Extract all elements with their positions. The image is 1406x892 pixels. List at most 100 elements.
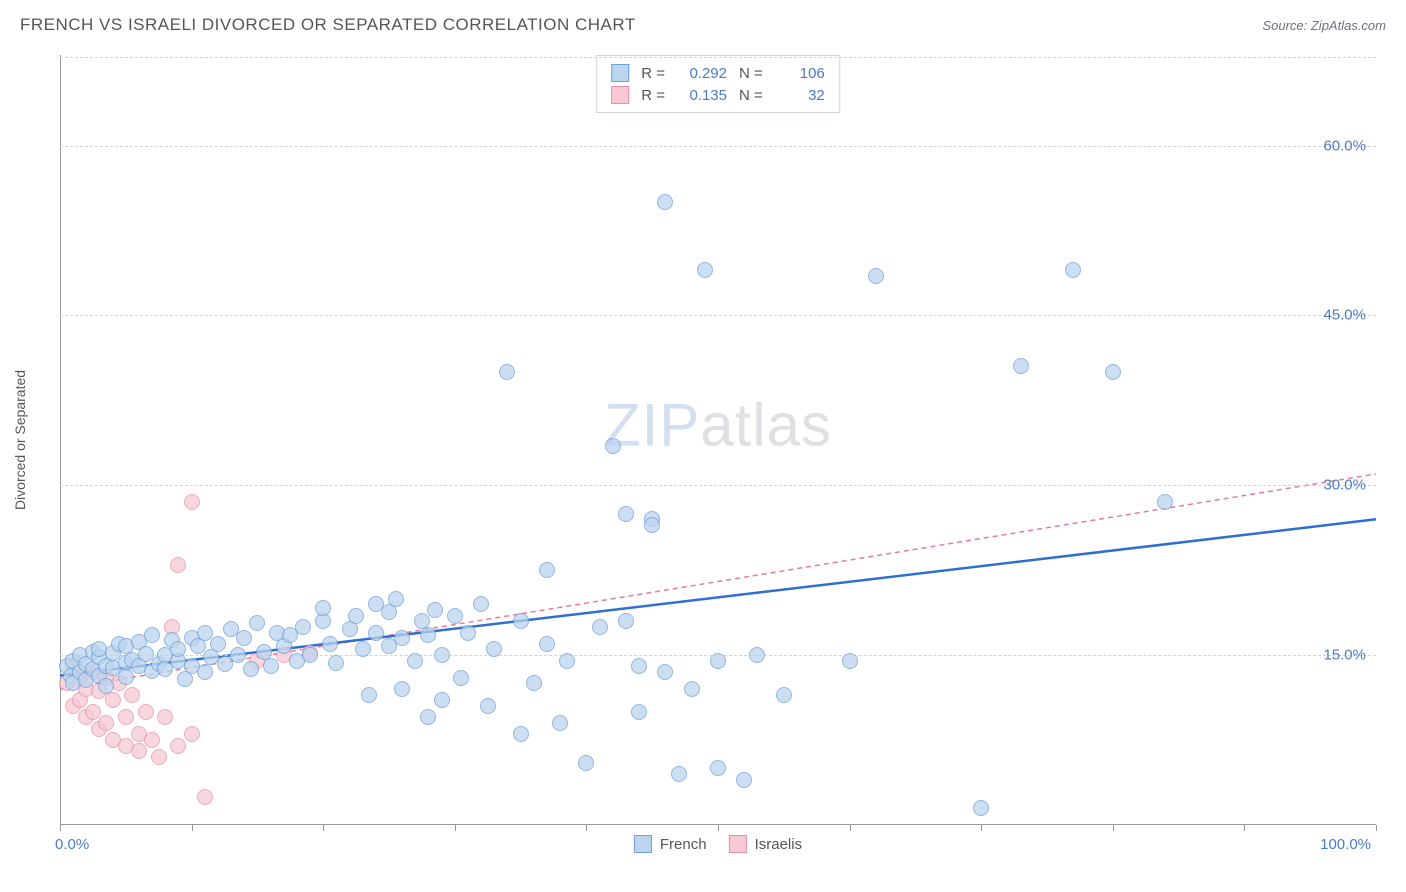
x-tick [455, 825, 456, 831]
scatter-point [697, 262, 713, 278]
scatter-point [361, 687, 377, 703]
scatter-point [322, 636, 338, 652]
x-tick [192, 825, 193, 831]
y-tick-label: 45.0% [1323, 307, 1366, 324]
x-tick [981, 825, 982, 831]
scatter-point [328, 655, 344, 671]
correlation-legend-row: R = 0.292 N = 106 [611, 62, 825, 84]
scatter-point [539, 562, 555, 578]
scatter-point [184, 726, 200, 742]
scatter-point [243, 661, 259, 677]
x-tick [1244, 825, 1245, 831]
chart-header: FRENCH VS ISRAELI DIVORCED OR SEPARATED … [0, 0, 1406, 40]
y-axis-title: Divorced or Separated [12, 370, 28, 510]
legend-swatch [611, 86, 629, 104]
scatter-point [631, 704, 647, 720]
scatter-point [355, 641, 371, 657]
x-tick [850, 825, 851, 831]
scatter-point [618, 613, 634, 629]
r-value: 0.135 [677, 87, 727, 104]
x-tick [1376, 825, 1377, 831]
scatter-point [618, 506, 634, 522]
source-prefix: Source: [1262, 18, 1310, 33]
x-tick [586, 825, 587, 831]
scatter-point [420, 709, 436, 725]
scatter-point [118, 709, 134, 725]
scatter-point [124, 687, 140, 703]
scatter-point [138, 704, 154, 720]
scatter-point [684, 681, 700, 697]
scatter-point [295, 619, 311, 635]
scatter-point [348, 608, 364, 624]
scatter-point [85, 704, 101, 720]
r-label: R = [641, 87, 665, 104]
series-legend-item: French [634, 835, 707, 853]
y-tick-label: 60.0% [1323, 137, 1366, 154]
scatter-point [197, 664, 213, 680]
y-tick-label: 15.0% [1323, 647, 1366, 664]
n-label: N = [739, 87, 763, 104]
scatter-point [480, 698, 496, 714]
scatter-point [420, 627, 436, 643]
gridline [60, 315, 1376, 316]
scatter-point [559, 653, 575, 669]
scatter-point [394, 681, 410, 697]
scatter-point [144, 732, 160, 748]
scatter-point [1013, 358, 1029, 374]
x-axis-min-label: 0.0% [55, 836, 89, 853]
scatter-point [184, 494, 200, 510]
series-legend-label: Israelis [755, 836, 803, 853]
scatter-point [249, 615, 265, 631]
correlation-legend-row: R = 0.135 N = 32 [611, 84, 825, 106]
scatter-point [657, 664, 673, 680]
scatter-point [499, 364, 515, 380]
scatter-point [144, 627, 160, 643]
n-value: 32 [775, 87, 825, 104]
chart-source: Source: ZipAtlas.com [1262, 18, 1386, 33]
scatter-point [453, 670, 469, 686]
scatter-point [170, 738, 186, 754]
x-tick [718, 825, 719, 831]
scatter-point [170, 641, 186, 657]
chart-title: FRENCH VS ISRAELI DIVORCED OR SEPARATED … [20, 15, 636, 35]
scatter-point [710, 760, 726, 776]
trend-lines-layer [60, 55, 1376, 825]
scatter-point [1105, 364, 1121, 380]
scatter-point [98, 715, 114, 731]
x-tick [1113, 825, 1114, 831]
scatter-point [256, 644, 272, 660]
scatter-point [210, 636, 226, 652]
legend-swatch [611, 64, 629, 82]
scatter-point [657, 194, 673, 210]
scatter-point [486, 641, 502, 657]
correlation-legend: R = 0.292 N = 106 R = 0.135 N = 32 [596, 55, 840, 113]
scatter-point [98, 678, 114, 694]
scatter-point [513, 613, 529, 629]
n-value: 106 [775, 65, 825, 82]
scatter-point [157, 709, 173, 725]
scatter-point [1157, 494, 1173, 510]
scatter-point [230, 647, 246, 663]
scatter-point [197, 789, 213, 805]
scatter-point [197, 625, 213, 641]
scatter-point [302, 647, 318, 663]
scatter-point [460, 625, 476, 641]
scatter-point [407, 653, 423, 669]
scatter-point [105, 692, 121, 708]
scatter-point [388, 591, 404, 607]
scatter-point [552, 715, 568, 731]
scatter-point [605, 438, 621, 454]
scatter-point [315, 600, 331, 616]
scatter-point [131, 743, 147, 759]
scatter-point [631, 658, 647, 674]
scatter-point [526, 675, 542, 691]
scatter-point [394, 630, 410, 646]
scatter-point [776, 687, 792, 703]
scatter-point [973, 800, 989, 816]
x-tick [323, 825, 324, 831]
r-label: R = [641, 65, 665, 82]
r-value: 0.292 [677, 65, 727, 82]
gridline [60, 146, 1376, 147]
scatter-point [170, 557, 186, 573]
scatter-point [671, 766, 687, 782]
